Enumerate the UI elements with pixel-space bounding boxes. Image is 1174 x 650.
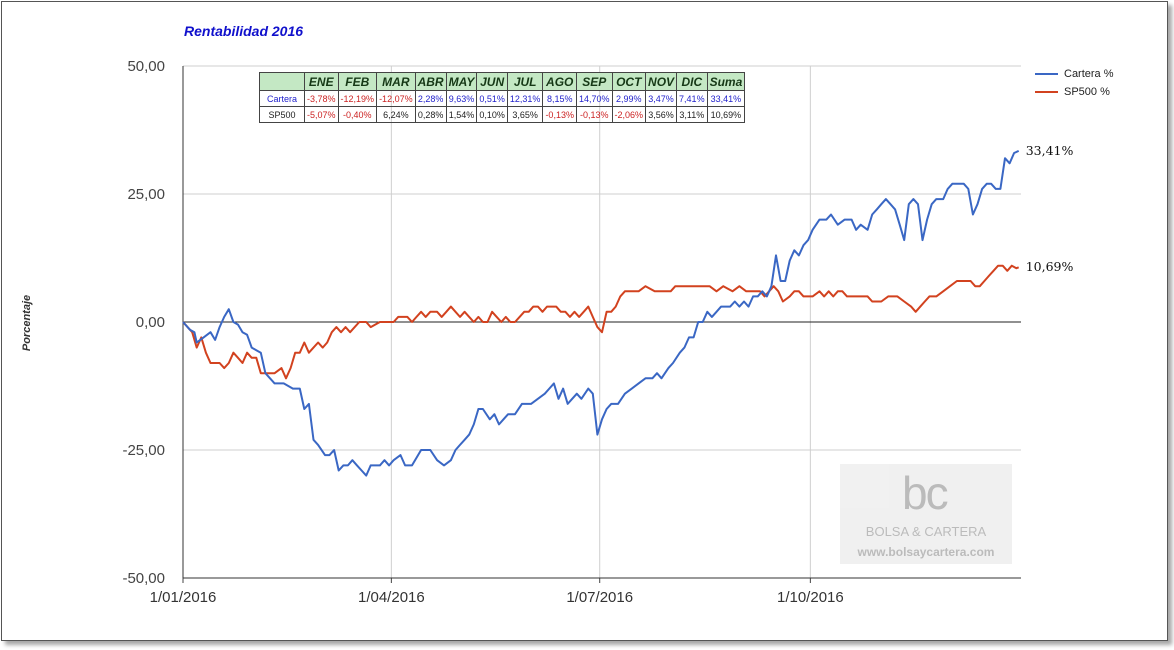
table-cell: 3,56% <box>645 106 678 123</box>
table-cell: -2,06% <box>611 106 647 123</box>
legend: Cartera % SP500 % <box>1035 65 1114 101</box>
legend-item: Cartera % <box>1035 65 1114 83</box>
table-cell: 6,24% <box>376 106 416 123</box>
table-cell: -0,13% <box>575 106 613 123</box>
table-header-row: ENE FEB MAR ABR MAY JUN JUL AGO SEP OCT NOV DIC Suma <box>259 72 746 91</box>
chart-frame: Rentabilidad 2016 Porcentaje 50,00 25,00 0… <box>1 1 1168 641</box>
y-tick-label: 25,00 <box>127 186 165 203</box>
table-cell: 14,70% <box>575 90 613 107</box>
table-header-cell: FEB <box>337 72 378 91</box>
x-tick-label: 1/07/2016 <box>566 589 633 606</box>
table-row: Cartera -3,78% -12,19% -12,07% 2,28% 9,63% 0,5… <box>259 90 746 107</box>
table-cell: 7,41% <box>676 90 708 107</box>
table-header-cell: AGO <box>542 72 577 91</box>
table-cell: 2,28% <box>414 90 447 107</box>
monthly-returns-table: ENE FEB MAR ABR MAY JUN JUL AGO SEP OCT NOV DIC Suma… <box>259 72 746 123</box>
table-cell: 3,65% <box>506 106 544 123</box>
table-header-cell: ENE <box>304 72 339 91</box>
table-header-cell: ABR <box>414 72 447 91</box>
table-header-cell: JUL <box>506 72 544 91</box>
legend-item: SP500 % <box>1035 83 1114 101</box>
y-tick-label: -50,00 <box>122 570 165 587</box>
table-cell: -0,40% <box>337 106 378 123</box>
sp500-series-line <box>182 264 1020 380</box>
table-cell: 0,10% <box>476 106 508 123</box>
table-row: SP500 -5,07% -0,40% 6,24% 0,28% 1,54% 0,10% 3,6… <box>259 106 746 123</box>
table-cell: 1,54% <box>445 106 478 123</box>
table-header-cell: MAY <box>445 72 478 91</box>
table-cell: 9,63% <box>445 90 478 107</box>
table-header-cell: DIC <box>676 72 708 91</box>
table-cell: 10,69% <box>706 106 746 123</box>
watermark-logo: bc <box>902 467 949 519</box>
watermark-name: BOLSA & CARTERA <box>865 524 987 539</box>
table-cell: 33,41% <box>706 90 746 107</box>
table-cell: 12,31% <box>506 90 544 107</box>
table-cell: -0,13% <box>542 106 577 123</box>
table-cell: 2,99% <box>611 90 647 107</box>
x-tick-label: 1/10/2016 <box>777 589 844 606</box>
table-header-cell: MAR <box>376 72 416 91</box>
y-tick-label: -25,00 <box>122 442 165 459</box>
cartera-end-label: 33,41% <box>1025 142 1074 158</box>
legend-swatch <box>1035 91 1058 93</box>
y-tick-label: 0,00 <box>136 314 165 331</box>
table-cell: -3,78% <box>304 90 339 107</box>
cartera-series-line <box>182 149 1020 477</box>
table-header-cell: OCT <box>611 72 647 91</box>
x-tick-label: 1/04/2016 <box>358 589 425 606</box>
table-row-name: Cartera <box>259 90 305 107</box>
table-row-name: SP500 <box>259 106 305 123</box>
table-cell: -12,19% <box>337 90 378 107</box>
table-header-cell: SEP <box>575 72 613 91</box>
table-header-cell: JUN <box>476 72 508 91</box>
legend-label: Cartera % <box>1064 68 1114 80</box>
table-cell: 0,28% <box>414 106 447 123</box>
legend-swatch <box>1035 73 1058 75</box>
table-header-cell: NOV <box>645 72 678 91</box>
table-header-cell <box>259 72 305 91</box>
y-tick-label: 50,00 <box>127 58 165 75</box>
chart-title: Rentabilidad 2016 <box>184 23 304 39</box>
table-cell: 3,47% <box>645 90 678 107</box>
table-cell: 0,51% <box>476 90 508 107</box>
table-cell: -5,07% <box>304 106 339 123</box>
sp500-end-label: 10,69% <box>1025 259 1074 275</box>
watermark: bc BOLSA & CARTERA www.bolsaycartera.com <box>840 464 1012 564</box>
table-cell: 3,11% <box>676 106 708 123</box>
table-cell: -12,07% <box>376 90 416 107</box>
watermark-url: www.bolsaycartera.com <box>857 545 995 559</box>
table-header-cell: Suma <box>706 72 746 91</box>
x-tick-label: 1/01/2016 <box>150 589 217 606</box>
legend-label: SP500 % <box>1064 86 1110 98</box>
table-cell: 8,15% <box>542 90 577 107</box>
